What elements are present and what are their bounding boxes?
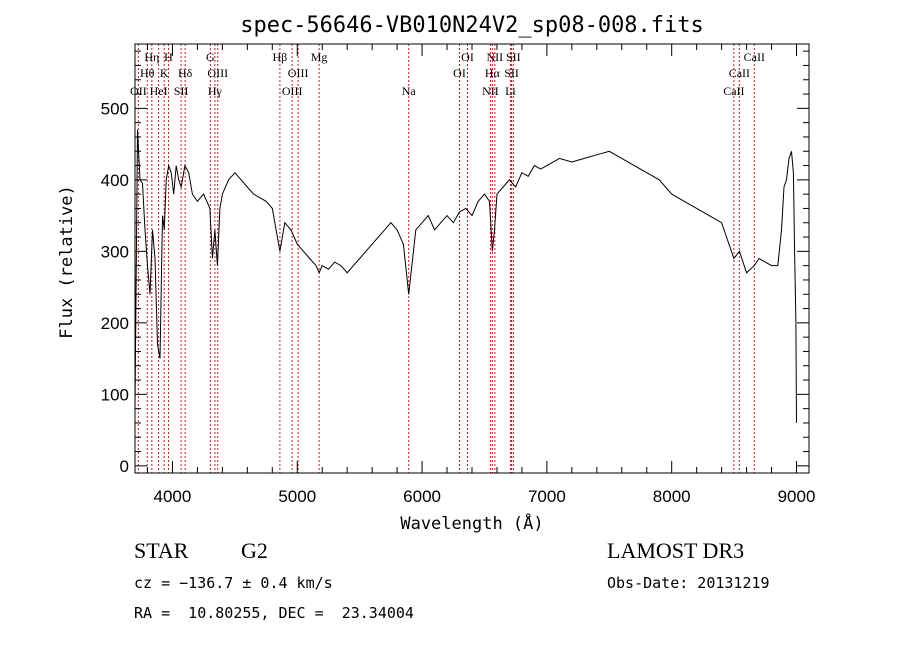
x-tick-label-1: 5000	[278, 487, 316, 506]
y-tick-label-1: 100	[101, 385, 129, 404]
x-tick-label-5: 9000	[778, 487, 816, 506]
y-tick-label-4: 400	[101, 171, 129, 190]
marker-label-3: HeI	[150, 84, 168, 98]
redshift-velocity: cz = −136.7 ± 0.4 km/s	[134, 574, 333, 592]
marker-label-12: OIII	[282, 84, 303, 98]
sky-coordinates: RA = 10.80255, DEC = 23.34004	[134, 604, 414, 622]
y-tick-label-3: 300	[101, 242, 129, 261]
marker-label-25: CaII	[729, 66, 750, 80]
marker-label-15: Na	[402, 84, 417, 98]
marker-label-11: Hβ	[273, 50, 288, 64]
axis-ticks-group	[135, 44, 809, 473]
marker-label-24: CaII	[723, 84, 744, 98]
marker-label-6: SII	[174, 84, 189, 98]
marker-label-4: K	[160, 66, 169, 80]
chart-title: spec-56646-VB010N24V2_sp08-008.fits	[240, 13, 704, 38]
marker-label-1: Hθ	[140, 66, 155, 80]
marker-label-2: Hη	[144, 50, 159, 64]
x-tick-label-2: 6000	[403, 487, 441, 506]
x-tick-label-0: 4000	[154, 487, 192, 506]
y-tick-label-5: 500	[101, 99, 129, 118]
x-tick-label-3: 7000	[528, 487, 566, 506]
marker-label-20: NII	[487, 50, 504, 64]
marker-label-17: OI	[461, 50, 474, 64]
object-class: STAR	[134, 538, 189, 563]
marker-label-19: Hα	[485, 66, 501, 80]
spectrum-line	[134, 129, 797, 423]
marker-label-22: SII	[504, 66, 519, 80]
marker-label-16: OI	[453, 66, 466, 80]
object-subclass: G2	[241, 538, 268, 563]
marker-label-5: H	[164, 50, 173, 64]
marker-lines-group	[137, 44, 755, 473]
marker-label-23: SII	[506, 50, 521, 64]
plot-frame	[134, 43, 810, 474]
y-tick-label-2: 200	[101, 314, 129, 333]
observation-date: Obs-Date: 20131219	[607, 574, 770, 592]
marker-labels-group: OIIHθHηHeIKHSIIHδGHγOIIIHβOIIIOIIIMgNaOI…	[130, 50, 765, 98]
survey-name: LAMOST DR3	[607, 538, 745, 563]
axis-tick-labels-group: 4000 5000 6000 7000 8000 9000 0 100 200 300 400 500	[101, 99, 816, 506]
marker-label-21: Li	[505, 84, 516, 98]
marker-label-8: G	[206, 50, 215, 64]
marker-label-14: Mg	[311, 50, 328, 64]
marker-label-0: OII	[130, 84, 147, 98]
marker-label-10: OIII	[207, 66, 228, 80]
y-axis-label: Flux (relative)	[57, 185, 77, 339]
marker-label-26: CaII	[744, 50, 765, 64]
marker-label-9: Hγ	[208, 84, 223, 98]
marker-label-18: NII	[482, 84, 499, 98]
x-tick-label-4: 8000	[653, 487, 691, 506]
y-tick-label-0: 0	[120, 457, 129, 476]
marker-label-7: Hδ	[178, 66, 193, 80]
x-axis-label: Wavelength (Å)	[400, 512, 543, 534]
marker-label-13: OIII	[288, 66, 309, 80]
